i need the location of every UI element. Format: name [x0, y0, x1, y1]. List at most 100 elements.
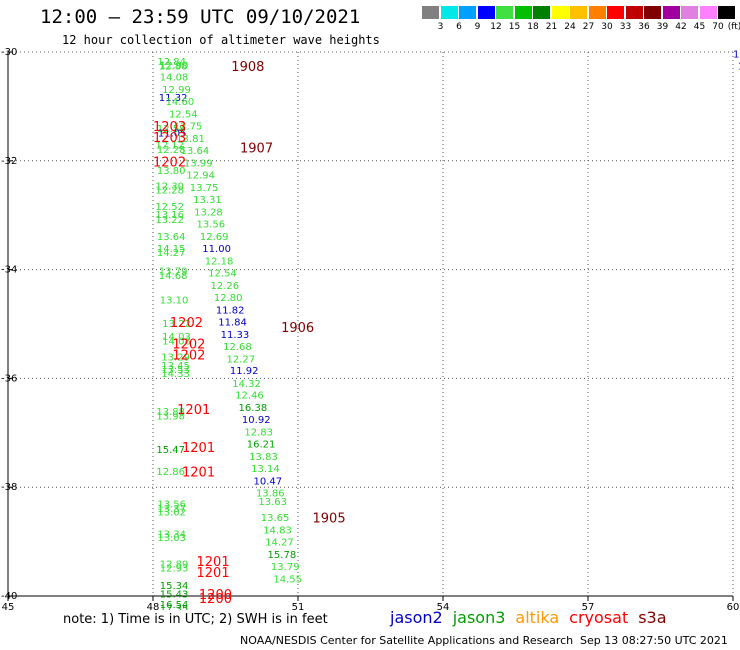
scale-swatch: [644, 6, 661, 19]
scale-label: 6: [456, 22, 462, 32]
latitude-tick-label: -38: [1, 482, 17, 493]
wave-height-reading: 11.33: [221, 330, 250, 341]
satellite-legend: jason2 jason3 altika cryosat s3a: [390, 608, 677, 627]
satellite-legend-cryosat: cryosat: [569, 608, 629, 627]
wave-height-reading: 13.29: [161, 353, 190, 364]
wave-height-reading: 13.02: [157, 508, 186, 519]
wave-height-reading: 13.65: [261, 513, 290, 524]
scale-label: 24: [564, 22, 576, 32]
wave-height-reading: 12.93: [160, 564, 189, 575]
wave-height-reading: 15.47: [156, 445, 185, 456]
wave-height-reading: 13.22: [155, 215, 184, 226]
scale-label: 9: [474, 22, 481, 32]
scale-swatch: [440, 6, 458, 19]
scale-swatch: [477, 6, 495, 19]
wave-height-reading: 13.80: [157, 166, 186, 177]
scale-swatch: [459, 6, 476, 19]
wave-height-reading: 14.55: [273, 575, 302, 586]
wave-height-reading: 11.0: [738, 62, 740, 73]
wave-height-reading: 11.82: [216, 305, 245, 316]
pass-time-label: 1905: [313, 512, 346, 527]
wave-height-reading: 11.05: [158, 129, 187, 140]
scale-swatch: [514, 6, 532, 19]
wave-height-reading: 12.80: [214, 293, 243, 304]
wave-height-reading: 17.35: [160, 604, 189, 610]
scale-swatch: [496, 6, 513, 19]
wave-height-reading: 12.52: [155, 202, 184, 213]
longitude-tick-label: 45: [2, 602, 15, 610]
wave-height-map: 45 48 51 54 57 60 -30 -32 -34 -36 -38 -40 12.8412.88…: [1, 47, 740, 610]
wave-height-reading: 11.84: [218, 317, 247, 328]
wave-height-reading: 10.7: [733, 50, 740, 61]
satellite-legend-altika: altika: [515, 608, 560, 627]
wave-height-reading: 13.64: [157, 232, 186, 243]
wave-height-reading: 13.45: [161, 361, 190, 372]
wave-height-reading: 12.58: [157, 124, 186, 135]
latitude-tick-label: -36: [1, 373, 17, 384]
wave-height-reading: 13.56: [157, 500, 186, 511]
wave-height-reading: 12.99: [162, 85, 191, 96]
wave-height-reading: 13.14: [251, 464, 280, 475]
pass-time-label: 1203: [153, 131, 186, 146]
wave-height-reading: 13.64: [181, 146, 210, 157]
wave-height-reading: 13.88: [156, 407, 185, 418]
wave-height-reading: 14.60: [166, 97, 195, 108]
wave-height-reading: 13.34: [157, 529, 186, 540]
wave-height-reading: 13.86: [256, 489, 285, 500]
scale-label: 27: [582, 22, 595, 32]
wave-height-reading: 13.79: [271, 562, 300, 573]
wave-height-reading: 14.68: [159, 271, 188, 282]
wave-height-reading: 13.98: [156, 411, 185, 422]
longitude-tick-label: 54: [437, 602, 450, 610]
wave-height-reading: 12.18: [205, 256, 234, 267]
wave-height-reading: 14.08: [162, 336, 191, 347]
wave-height-reading: 13.22: [162, 319, 191, 330]
longitude-tick-label: 48: [147, 602, 160, 610]
wave-height-reading: 16.38: [239, 403, 268, 414]
longitude-tick-label: 51: [292, 602, 305, 610]
scale-label: 70: [712, 22, 724, 32]
scale-label: 15: [508, 22, 521, 32]
scale-swatch: [533, 6, 550, 19]
wave-height-reading: 13.03: [157, 533, 186, 544]
scale-label: 21: [545, 22, 558, 32]
wave-height-reading: 12.69: [200, 232, 229, 243]
scale-swatch: [588, 6, 606, 19]
wave-height-reading: 13.81: [176, 134, 205, 145]
pass-time-label: 1200: [199, 592, 232, 607]
wave-height-reading: 12.28: [157, 145, 186, 156]
scale-label: 39: [656, 22, 669, 32]
wave-height-reading: 13.53: [161, 365, 190, 376]
satellite-legend-s3a: s3a: [638, 608, 667, 627]
wave-height-reading: 14.27: [265, 538, 294, 549]
wave-height-reading: 12.28: [155, 186, 184, 197]
scale-label: 33: [619, 22, 632, 32]
wave-height-reading: 12.30: [155, 181, 184, 192]
scale-swatch: [681, 6, 698, 19]
pass-time-label: 1201: [182, 441, 215, 456]
wave-height-reading: 13.83: [249, 452, 278, 463]
scale-label: 30: [601, 22, 613, 32]
wave-height-reading: 14.08: [160, 72, 189, 83]
latitude-tick-label: -30: [1, 47, 17, 58]
wave-height-reading: 10.47: [254, 477, 283, 488]
scale-label: 12: [490, 22, 502, 32]
scale-swatch: [570, 6, 587, 19]
wave-height-reading: 13.99: [184, 158, 213, 169]
wave-height-reading: 12.54: [208, 268, 237, 279]
wave-height-reading: 13.28: [194, 207, 223, 218]
wave-height-reading: 15.34: [160, 581, 189, 592]
pass-time-label: 1201: [177, 403, 210, 418]
pass-time-label: 1201: [197, 566, 230, 581]
satellite-legend-jason3: jason3: [452, 608, 506, 627]
credit-line: NOAA/NESDIS Center for Satellite Applica…: [240, 634, 574, 647]
scale-swatch: [607, 6, 624, 19]
wave-height-reading: 15.43: [160, 589, 189, 600]
wave-height-reading: 13.63: [258, 497, 287, 508]
pass-time-label: 1907: [240, 142, 273, 157]
scale-label: 3: [437, 22, 444, 32]
wave-height-reading: 12.75: [174, 121, 203, 132]
wave-height-reading: 14.27: [157, 248, 186, 259]
satellite-legend-jason2: jason2: [390, 608, 443, 627]
wave-height-reading: 12.89: [160, 559, 189, 570]
